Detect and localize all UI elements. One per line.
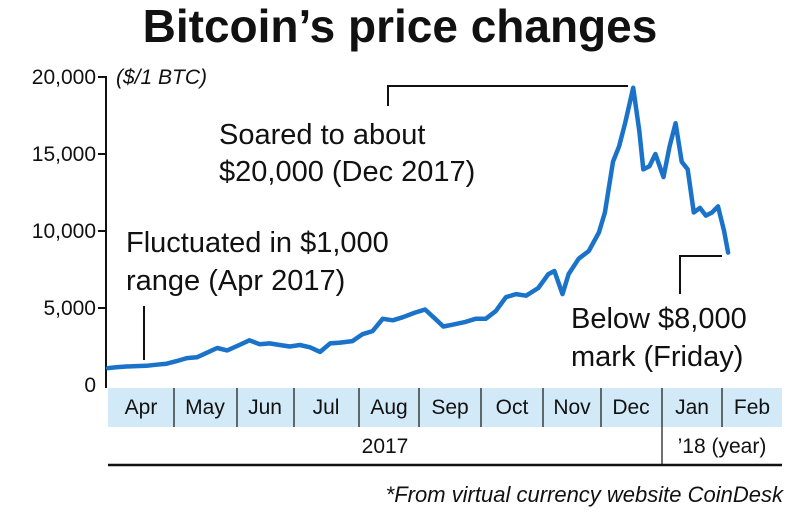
unit-label: ($/1 BTC) — [116, 66, 207, 89]
year-label-2018: ’18 (year) — [678, 435, 767, 458]
month-label-dec: Dec — [612, 396, 649, 419]
annotation-apr-line1: Fluctuated in $1,000 — [126, 227, 389, 259]
month-label-nov: Nov — [553, 396, 591, 419]
y-tick-label-0: 0 — [84, 374, 96, 397]
month-label-may: May — [185, 396, 225, 419]
chart-title: Bitcoin’s price changes — [143, 0, 658, 52]
annotation-dec-line1: Soared to about — [219, 119, 425, 151]
month-label-oct: Oct — [496, 396, 529, 419]
y-ticks: 20,000 15,000 10,000 5,000 0 — [32, 66, 106, 397]
source-note: *From virtual currency website CoinDesk — [386, 482, 784, 507]
month-label-jul: Jul — [313, 396, 340, 419]
price-series-line — [105, 85, 731, 371]
month-label-feb: Feb — [734, 396, 770, 419]
month-labels: Apr May Jun Jul Aug Sep Oct Nov Dec Jan … — [125, 396, 770, 419]
annotation-leader-dec — [387, 85, 628, 106]
annotation-friday-line2: mark (Friday) — [571, 341, 743, 373]
y-tick-label-10000: 10,000 — [32, 220, 96, 243]
y-tick-label-15000: 15,000 — [32, 143, 96, 166]
month-label-sep: Sep — [431, 396, 468, 419]
annotation-leader-friday — [679, 255, 722, 294]
y-tick-label-5000: 5,000 — [43, 297, 96, 320]
y-tick-label-20000: 20,000 — [32, 66, 96, 89]
year-label-2017: 2017 — [362, 435, 409, 458]
annotation-apr-line2: range (Apr 2017) — [126, 265, 345, 297]
annotation-dec-line2: $20,000 (Dec 2017) — [219, 156, 475, 188]
month-band — [108, 388, 782, 427]
month-label-aug: Aug — [370, 396, 407, 419]
month-label-apr: Apr — [125, 396, 158, 419]
annotation-friday-line1: Below $8,000 — [571, 303, 747, 335]
month-label-jun: Jun — [248, 396, 282, 419]
month-label-jan: Jan — [675, 396, 709, 419]
month-dividers — [173, 388, 723, 427]
